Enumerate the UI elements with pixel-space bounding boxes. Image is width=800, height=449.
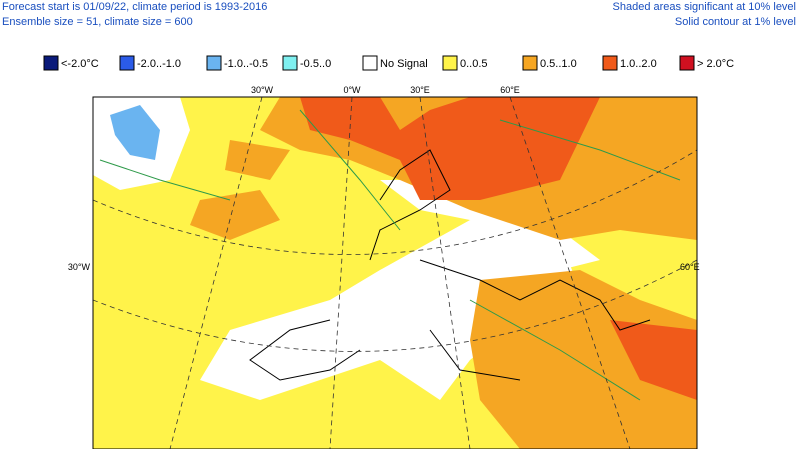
legend-label: -2.0..-1.0 [137,58,181,70]
warm-area [470,270,697,449]
coastline [249,149,651,381]
legend-swatch [362,55,378,71]
graticule-label: 0°W [343,85,361,95]
legend-swatch [602,55,618,71]
graticule-label: 60°E [680,262,700,272]
map-area [93,97,697,449]
graticule-label: 30°E [410,85,430,95]
legend-label: -1.0..-0.5 [224,58,268,70]
header-line: Solid contour at 1% level [674,16,796,28]
legend-swatch [206,55,222,71]
map-frame [92,96,698,449]
header-line: Ensemble size = 51, climate size = 600 [2,16,193,28]
legend-swatch [282,55,298,71]
graticule-label: 30°W [68,262,91,272]
header-line: Forecast start is 01/09/22, climate peri… [2,1,268,13]
hot-area [610,320,697,400]
graticule-label: 30°W [251,85,274,95]
legend-label: <-2.0°C [61,58,99,70]
legend-swatch [43,55,59,71]
no-signal [380,180,600,270]
contour [99,109,681,401]
legend-label: > 2.0°C [697,58,734,70]
no-signal [200,220,580,400]
cool-area [110,105,160,160]
legend-label: 0.5..1.0 [540,58,577,70]
legend-label: 0..0.5 [460,58,488,70]
warm-area [190,140,290,240]
legend-swatch [522,55,538,71]
header-line: Shaded areas significant at 10% level [612,1,796,13]
legend-swatch [119,55,135,71]
legend-label: -0.5..0 [300,58,331,70]
hot-area [300,97,600,200]
legend: <-2.0°C -2.0..-1.0 -1.0..-0.5 -0.5..0 No Sig… [43,55,734,71]
legend-label: No Signal [380,58,428,70]
legend-swatch [679,55,695,71]
legend-label: 1.0..2.0 [620,58,657,70]
legend-swatch [442,55,458,71]
graticule-label: 60°E [500,85,520,95]
graticule-line [93,97,697,449]
